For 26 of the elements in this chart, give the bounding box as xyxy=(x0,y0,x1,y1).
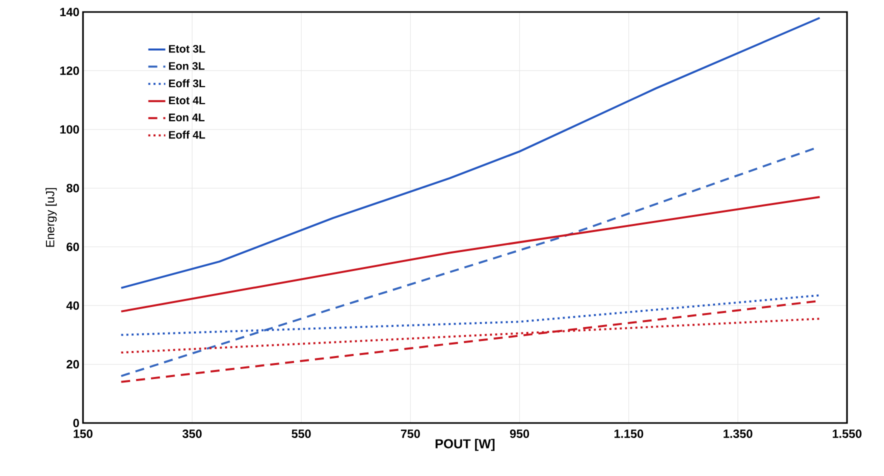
x-tick-label: 750 xyxy=(400,430,420,438)
y-tick-label: 100 xyxy=(60,125,79,134)
x-tick-label: 950 xyxy=(510,430,530,438)
x-tick-label: 1.350 xyxy=(724,430,752,438)
y-tick-label: 0 xyxy=(73,418,79,428)
x-tick-label: 1.550 xyxy=(832,430,862,438)
legend-label: Eoff 4L xyxy=(169,130,206,139)
y-tick-label: 20 xyxy=(66,360,79,369)
line-series xyxy=(120,148,816,378)
legend-label: Eon 3L xyxy=(169,62,204,70)
x-tick-label: 550 xyxy=(292,430,311,438)
x-axis-title: POUT [W] xyxy=(436,438,494,451)
legend-label: Eoff 3L xyxy=(169,79,206,88)
legend-label: Etot 4L xyxy=(169,96,206,104)
x-tick-label: 1.150 xyxy=(614,430,644,438)
legend-label: Etot 3L xyxy=(169,44,206,53)
y-axis-title: Energy [uJ] xyxy=(46,188,57,247)
y-tick-label: 120 xyxy=(60,66,79,75)
legend-label: Eon 4L xyxy=(169,114,204,122)
y-tick-label: 60 xyxy=(66,242,79,252)
x-tick-label: 350 xyxy=(182,430,202,438)
y-tick-label: 40 xyxy=(66,301,79,310)
y-tick-label: 80 xyxy=(66,184,79,192)
line-series xyxy=(120,16,821,289)
y-tick-label: 140 xyxy=(60,8,79,16)
x-tick-label: 150 xyxy=(74,430,92,438)
